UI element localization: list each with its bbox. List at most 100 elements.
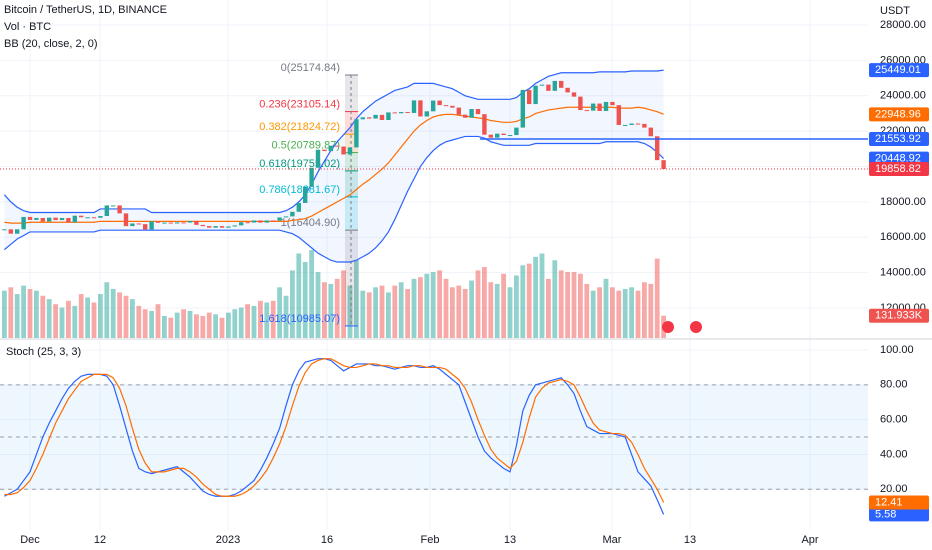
volume-bar <box>347 285 353 338</box>
candle <box>175 222 180 224</box>
stoch-line <box>4 358 665 503</box>
candle <box>578 96 583 111</box>
volume-bar <box>507 287 513 338</box>
volume-bar <box>104 282 110 338</box>
y-tick-label: 28000.00 <box>880 19 926 31</box>
volume-bar <box>277 287 282 338</box>
candle <box>597 103 602 111</box>
candle <box>104 205 109 217</box>
event-icon <box>690 321 702 333</box>
volume-bar <box>616 290 622 338</box>
bb-legend: BB (20, close, 2, 0) <box>4 38 98 50</box>
volume-bar <box>514 275 519 338</box>
candle <box>463 114 468 118</box>
candle <box>642 123 647 128</box>
volume-bar <box>91 302 97 338</box>
fib-label: 0.618(19755.02) <box>259 158 340 170</box>
candle <box>232 225 237 227</box>
candle <box>559 80 564 88</box>
candle <box>98 216 103 218</box>
volume-bar <box>392 285 398 338</box>
candle <box>437 100 442 106</box>
candle <box>309 167 314 187</box>
candle <box>40 217 45 222</box>
volume-bar <box>168 317 174 338</box>
volume-bar <box>469 280 474 338</box>
volume-bar <box>398 282 404 338</box>
volume-bar <box>430 272 436 338</box>
candle <box>603 101 609 111</box>
volume-bar <box>187 310 193 338</box>
volume-bar <box>8 287 14 338</box>
volume-bar <box>520 265 526 338</box>
volume-bar <box>34 290 39 338</box>
volume-bar <box>354 260 359 338</box>
volume-bar <box>251 305 257 338</box>
volume-bar <box>59 307 65 338</box>
candle <box>341 146 346 155</box>
candle <box>629 123 634 125</box>
volume-bar <box>456 285 462 338</box>
hline-label-box <box>869 132 929 147</box>
candle <box>226 226 231 228</box>
candle <box>155 221 161 223</box>
candle <box>635 123 641 125</box>
volume-bar <box>603 278 609 338</box>
fib-zone <box>345 230 358 326</box>
bb-fill <box>4 70 664 263</box>
volume-bar <box>98 294 103 338</box>
fib-label: 1.618(10985.07) <box>259 313 340 325</box>
bb-upper-label-box <box>869 63 929 78</box>
fib-label: 1(16404.90) <box>281 217 340 229</box>
volume-label-box <box>869 308 929 323</box>
candle <box>15 229 20 234</box>
x-tick-label: 16 <box>321 534 333 546</box>
volume-bar <box>334 278 340 338</box>
stoch-legend: Stoch (25, 3, 3) <box>6 346 81 358</box>
stoch-line <box>4 358 665 515</box>
candle <box>373 114 378 119</box>
candle <box>79 215 84 218</box>
candle <box>354 119 359 148</box>
fib-label: 0.382(21824.72) <box>259 121 340 133</box>
candle <box>136 223 141 225</box>
volume-bar <box>526 263 532 338</box>
volume-bar <box>110 288 116 338</box>
x-tick-label: 2023 <box>216 534 240 546</box>
volume-bar <box>174 312 180 338</box>
candle <box>72 215 77 223</box>
candle <box>546 84 551 91</box>
volume-bar <box>322 282 327 338</box>
candle <box>533 85 538 105</box>
candle <box>85 217 90 219</box>
volume-bar <box>610 287 615 338</box>
candle <box>34 217 39 220</box>
bb-basis-label: 22948.96 <box>875 108 921 120</box>
candle <box>392 112 397 114</box>
volume-bar <box>475 270 481 338</box>
candle <box>482 114 487 135</box>
volume-bar <box>66 300 71 338</box>
candle <box>488 134 493 138</box>
volume-bar <box>629 287 634 338</box>
candle <box>565 87 570 93</box>
candle <box>130 223 135 227</box>
candle <box>117 205 122 214</box>
candle <box>552 80 557 91</box>
candle <box>53 217 58 221</box>
volume-bar <box>360 290 366 338</box>
fib-label: 0.786(18281.67) <box>259 184 340 196</box>
volume-bar <box>226 312 231 338</box>
y-tick-label: 20.00 <box>880 483 908 495</box>
volume-bar <box>181 309 186 338</box>
volume-bar <box>558 270 564 338</box>
candle <box>194 220 199 225</box>
candle <box>47 217 52 222</box>
candle <box>648 127 653 137</box>
candle <box>149 221 154 230</box>
candle <box>411 100 417 113</box>
volume-bar <box>424 273 430 338</box>
